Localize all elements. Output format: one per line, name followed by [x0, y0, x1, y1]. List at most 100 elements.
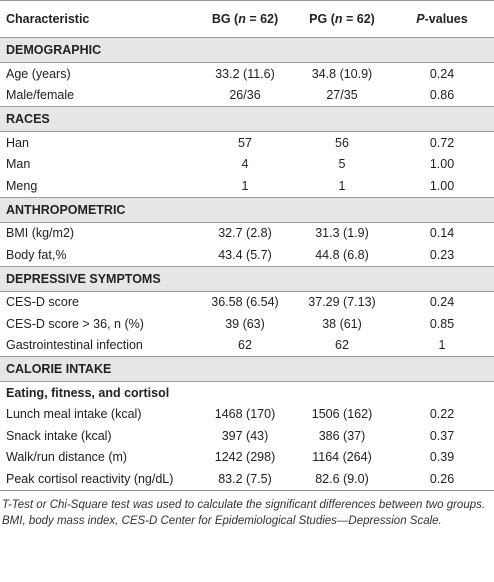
cell: 57: [238, 135, 252, 150]
row-label: Male/female: [6, 88, 75, 103]
cell: 33.2 (11.6): [215, 66, 275, 81]
cell: 38 (61): [322, 316, 362, 331]
data-row: CES-D score 36.58 (6.54) 37.29 (7.13) 0.24: [0, 291, 494, 313]
cell: 0.85: [429, 316, 455, 331]
header-text: n: [238, 12, 246, 26]
table-header: Characteristic BG (n = 62) PG (n = 62) P…: [0, 0, 494, 38]
cell: 0.14: [429, 226, 455, 241]
row-label: Gastrointestinal infection: [6, 338, 143, 353]
data-row: CES-D score > 36, n (%) 39 (63) 38 (61) 0.8…: [0, 313, 494, 335]
header-text: P: [416, 12, 425, 26]
section-row: RACES: [0, 106, 494, 132]
cell: 36.58 (6.54): [211, 295, 279, 310]
footnote: T-Test or Chi-Square test was used to ca…: [2, 498, 486, 527]
cell: 0.72: [429, 135, 455, 150]
data-row: Peak cortisol reactivity (ng/dL) 83.2 (7.…: [0, 468, 494, 491]
data-row: Walk/run distance (m) 1242 (298) 1164 (264…: [0, 447, 494, 469]
cell: 32.7 (2.8): [218, 226, 272, 241]
cell: 5: [338, 157, 346, 172]
cell: 0.23: [429, 247, 455, 262]
section-row: ANTHROPOMETRIC: [0, 196, 494, 223]
row-label: Meng: [6, 178, 38, 193]
cell: 1468 (170): [214, 407, 276, 422]
cell: 56: [335, 135, 349, 150]
header-text: n: [334, 12, 343, 26]
row-label: CES-D score > 36, n (%): [6, 316, 144, 331]
cell: 0.37: [429, 428, 455, 443]
row-label: Han: [6, 135, 29, 150]
data-table: Characteristic BG (n = 62) PG (n = 62) P…: [0, 0, 494, 491]
cell: 0.86: [429, 88, 455, 103]
cell: 27/35: [326, 88, 358, 103]
cell: 1: [338, 178, 346, 193]
cell: 4: [241, 157, 249, 172]
cell: 83.2 (7.5): [196, 468, 294, 491]
cell: 82.6 (9.0): [294, 468, 390, 491]
cell: 1164 (264): [312, 450, 372, 465]
data-row: Meng 1 1 1.00: [0, 175, 494, 197]
cell: 26/36: [229, 88, 261, 103]
cell: 0.24: [429, 295, 455, 310]
cell: 43.4 (5.7): [218, 247, 272, 262]
subsection-title: Eating, fitness, and cortisol: [6, 385, 170, 400]
row-label: CES-D score: [6, 295, 79, 310]
data-row: BMI (kg/m2) 32.7 (2.8) 31.3 (1.9) 0.14: [0, 222, 494, 244]
section-row: CALORIE INTAKE: [0, 356, 494, 382]
cell: 44.8 (6.8): [315, 247, 369, 262]
cell: 0.39: [429, 450, 455, 465]
subsection-row: Eating, fitness, and cortisol: [0, 382, 494, 404]
header-text: Characteristic: [6, 12, 90, 26]
cell: 1: [241, 178, 249, 193]
section-title: RACES: [0, 106, 494, 132]
header-text: PG (: [309, 12, 335, 26]
cell: 1.00: [429, 178, 455, 193]
cell: 39 (63): [225, 316, 265, 331]
section-row: DEMOGRAPHIC: [0, 37, 494, 63]
cell: 0.22: [429, 407, 455, 422]
header-cell: PG (n = 62): [294, 0, 390, 38]
row-label: Peak cortisol reactivity (ng/dL): [0, 468, 196, 491]
header-cell: Characteristic: [0, 0, 196, 38]
row-label: Lunch meal intake (kcal): [6, 407, 142, 422]
section-title: CALORIE INTAKE: [0, 356, 494, 382]
cell: 1: [438, 338, 446, 353]
header-row: Characteristic BG (n = 62) PG (n = 62) P…: [0, 0, 494, 38]
section-title: DEPRESSIVE SYMPTOMS: [0, 265, 494, 292]
section-title: ANTHROPOMETRIC: [0, 196, 494, 223]
data-row: Body fat,% 43.4 (5.7) 44.8 (6.8) 0.23: [0, 244, 494, 266]
section-title: DEMOGRAPHIC: [0, 37, 494, 63]
table-body: DEMOGRAPHIC Age (years) 33.2 (11.6) 34.8 (1…: [0, 37, 494, 491]
row-label: Body fat,%: [6, 247, 67, 262]
data-row: Lunch meal intake (kcal) 1468 (170) 1506 (…: [0, 404, 494, 426]
header-text: BG (: [211, 12, 239, 26]
data-row: Han 57 56 0.72: [0, 132, 494, 154]
cell: 37.29 (7.13): [308, 295, 376, 310]
data-row: Gastrointestinal infection 62 62 1: [0, 335, 494, 357]
cell: 1506 (162): [311, 407, 373, 422]
header-text: -values: [424, 12, 468, 26]
row-label: BMI (kg/m2): [6, 226, 75, 241]
cell: 386 (37): [318, 428, 366, 443]
data-row: Man 4 5 1.00: [0, 154, 494, 176]
cell: 34.8 (10.9): [311, 66, 373, 81]
row-label: Age (years): [6, 66, 71, 81]
data-row: Snack intake (kcal) 397 (43) 386 (37) 0.37: [0, 425, 494, 447]
cell: 62: [335, 338, 349, 353]
cell: 31.3 (1.9): [315, 226, 369, 241]
cell: 62: [238, 338, 252, 353]
section-row: DEPRESSIVE SYMPTOMS: [0, 265, 494, 292]
header-cell: BG (n = 62): [196, 0, 294, 38]
data-row: Age (years) 33.2 (11.6) 34.8 (10.9) 0.24: [0, 63, 494, 85]
row-label: Man: [6, 157, 31, 172]
row-label: Snack intake (kcal): [6, 428, 112, 443]
data-row: Male/female 26/36 27/35 0.86: [0, 85, 494, 107]
row-label: Walk/run distance (m): [6, 450, 128, 465]
header-text: = 62): [342, 12, 375, 26]
cell: 1242 (298): [214, 450, 276, 465]
cell: 0.26: [390, 468, 494, 491]
cell: 0.24: [429, 66, 455, 81]
cell: 1.00: [429, 157, 455, 172]
cell: 397 (43): [221, 428, 269, 443]
header-cell: P-values: [390, 0, 494, 38]
